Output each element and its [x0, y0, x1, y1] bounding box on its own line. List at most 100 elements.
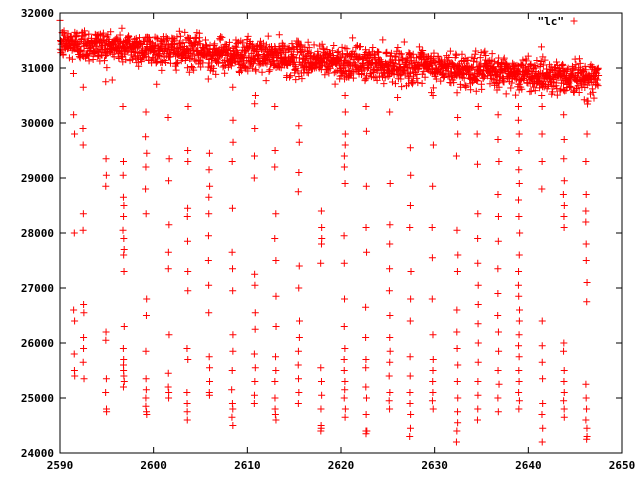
data-point-dip — [250, 350, 258, 358]
data-point-dip — [69, 70, 77, 77]
data-point — [488, 74, 496, 82]
data-point — [389, 67, 397, 75]
data-point-dip — [102, 389, 110, 396]
data-point-dip — [582, 394, 590, 402]
data-point-dip — [494, 136, 502, 143]
data-point — [173, 59, 181, 67]
data-point-dip — [272, 367, 280, 374]
data-point — [383, 48, 391, 56]
x-tick: 2590 — [47, 13, 73, 472]
data-point-dip — [80, 334, 88, 341]
data-point — [510, 61, 518, 69]
data-point-dip — [318, 224, 326, 231]
data-point-dip — [294, 188, 302, 196]
y-tick: 27000 — [21, 282, 622, 295]
data-point — [265, 67, 273, 75]
data-point-dip — [228, 413, 236, 421]
data-point — [314, 47, 322, 55]
data-point-dip — [250, 174, 258, 182]
y-axis: 24000 25000 26000 27000 28000 29000 30000 31000… — [21, 7, 622, 460]
data-point-dip — [474, 405, 482, 413]
data-point-dip — [454, 394, 462, 402]
data-point-dip — [120, 268, 128, 275]
data-point — [330, 69, 338, 77]
data-point — [212, 70, 220, 78]
y-tick-label: 29000 — [21, 172, 54, 185]
data-point-dip — [184, 147, 192, 154]
data-point — [500, 56, 508, 64]
data-point-dip — [341, 345, 349, 352]
data-point-dip — [582, 158, 590, 165]
data-point-dip — [251, 309, 259, 317]
data-point — [334, 47, 342, 55]
x-axis: 2590 2600 2610 2620 2630 2640 2650 — [47, 13, 635, 472]
y-tick-label: 25000 — [21, 392, 54, 405]
data-point-dip — [582, 257, 590, 264]
data-point-dip — [164, 369, 172, 377]
data-point-dip — [582, 191, 590, 198]
data-point — [81, 31, 89, 39]
data-point-dip — [183, 389, 191, 396]
data-point-dip — [386, 358, 394, 366]
data-point-dip — [560, 111, 568, 119]
data-point — [199, 59, 207, 67]
data-point-dip — [474, 320, 482, 328]
data-point-dip — [271, 411, 279, 418]
data-point — [490, 67, 498, 75]
data-point-dip — [406, 389, 414, 396]
data-point-dip — [340, 323, 348, 330]
data-point-dip — [79, 210, 87, 218]
data-point-dip — [452, 152, 460, 160]
data-point — [388, 78, 396, 86]
data-point-dip — [229, 422, 237, 429]
data-point-dip — [341, 180, 349, 187]
data-point-dip — [143, 149, 151, 157]
data-point-dip — [362, 103, 370, 110]
data-point-dip — [119, 103, 127, 110]
data-point-dip — [362, 334, 370, 341]
data-point-dip — [183, 400, 191, 407]
data-point-dip — [538, 158, 546, 165]
data-point — [522, 57, 530, 65]
data-point-dip — [271, 163, 279, 171]
data-point — [397, 50, 405, 58]
data-point-dip — [454, 361, 462, 369]
data-point — [81, 27, 89, 35]
data-point-dip — [272, 353, 280, 361]
data-point — [363, 72, 371, 80]
data-point-dip — [560, 378, 568, 385]
data-point-dip — [538, 411, 546, 418]
data-point-dip — [79, 226, 87, 234]
data-point-dip — [317, 405, 325, 413]
data-point — [589, 88, 597, 96]
data-point — [286, 73, 294, 81]
x-tick-label: 2610 — [234, 459, 261, 472]
data-point-dip — [385, 397, 393, 405]
data-point-dip — [362, 364, 370, 372]
data-point — [500, 54, 508, 62]
data-point-dip — [538, 317, 546, 325]
data-point-dip — [362, 411, 370, 418]
data-point-dip — [251, 125, 259, 132]
data-point-dip — [294, 347, 302, 355]
data-point-dip — [271, 394, 279, 402]
data-point-dip — [515, 378, 523, 385]
y-tick-label: 28000 — [21, 227, 54, 240]
data-point-dip — [205, 281, 213, 289]
data-point-dip — [341, 108, 349, 116]
data-point-dip — [340, 367, 348, 374]
data-point — [429, 84, 437, 92]
data-point — [253, 51, 261, 59]
data-point — [68, 55, 76, 63]
data-point-dip — [538, 342, 546, 350]
data-point — [102, 51, 110, 59]
data-point-dip — [271, 147, 279, 154]
data-point — [553, 58, 561, 66]
data-point-dip — [515, 353, 523, 361]
data-point-dip — [560, 347, 568, 355]
y-tick-label: 32000 — [21, 7, 54, 20]
data-point-dip — [142, 402, 150, 410]
data-point-dip — [250, 400, 258, 407]
data-point — [594, 76, 602, 84]
